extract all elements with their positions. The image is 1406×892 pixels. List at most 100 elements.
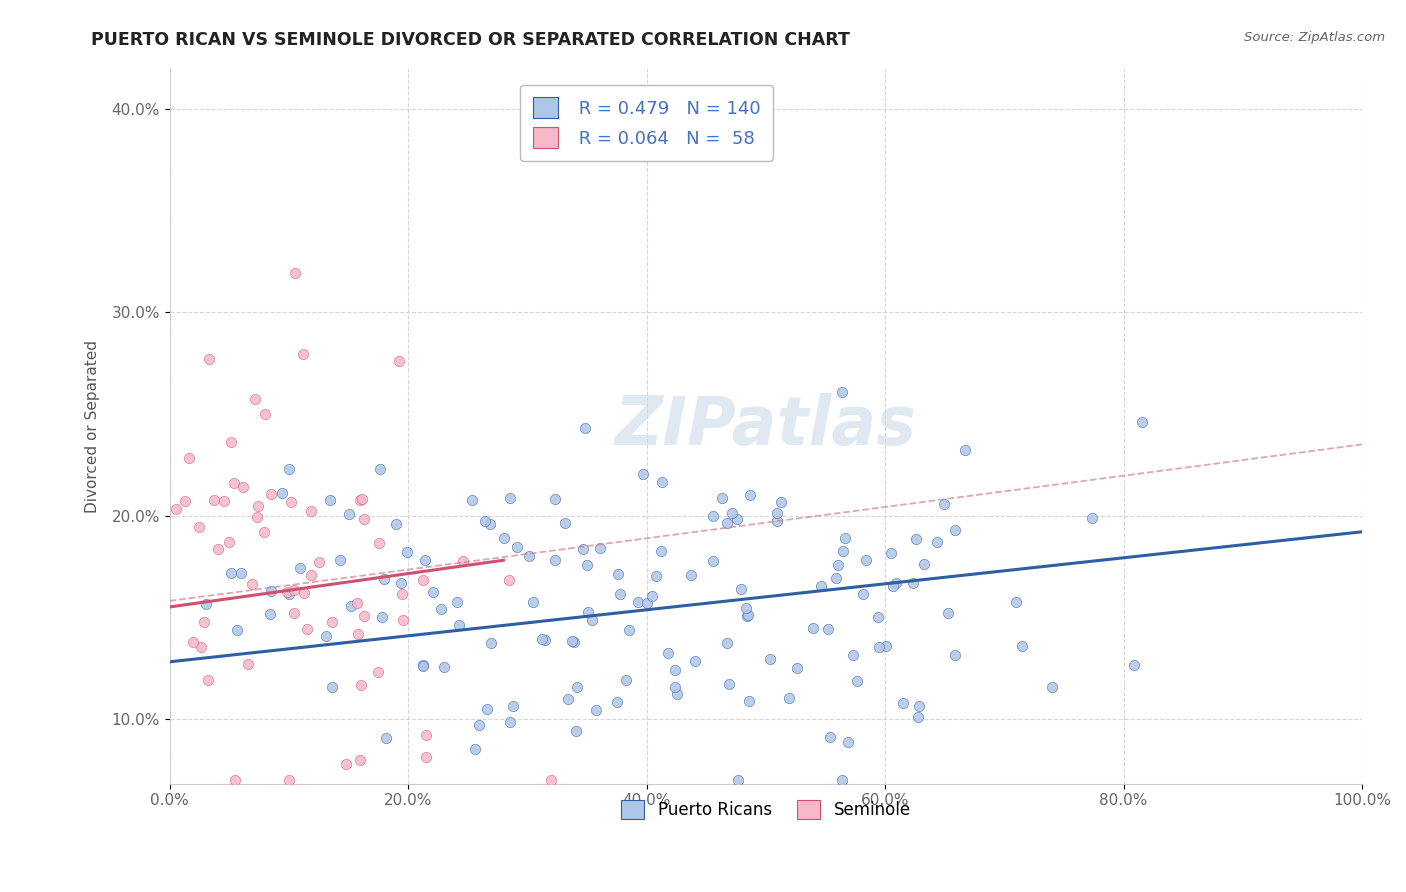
Point bbox=[908, 698, 931, 713]
Point bbox=[197, 673, 219, 688]
Point bbox=[292, 585, 315, 599]
Point bbox=[283, 606, 305, 620]
Point bbox=[243, 392, 266, 406]
Point bbox=[246, 509, 269, 524]
Point bbox=[173, 494, 195, 508]
Point bbox=[644, 569, 666, 583]
Point bbox=[831, 772, 853, 787]
Point bbox=[291, 346, 314, 360]
Point bbox=[321, 681, 343, 695]
Point bbox=[467, 717, 489, 731]
Point bbox=[943, 523, 966, 537]
Point bbox=[226, 624, 249, 638]
Point bbox=[278, 772, 301, 787]
Point bbox=[478, 517, 501, 532]
Point bbox=[766, 506, 789, 520]
Point bbox=[903, 575, 925, 590]
Point bbox=[953, 443, 976, 458]
Point bbox=[882, 578, 904, 592]
Point bbox=[349, 492, 371, 507]
Point bbox=[278, 587, 301, 601]
Point bbox=[657, 646, 679, 660]
Point bbox=[451, 554, 474, 568]
Point bbox=[631, 467, 654, 481]
Point bbox=[855, 553, 877, 567]
Point bbox=[818, 730, 841, 744]
Point bbox=[636, 596, 658, 610]
Point bbox=[852, 587, 875, 601]
Point bbox=[429, 602, 451, 616]
Point bbox=[932, 497, 955, 511]
Point bbox=[1040, 680, 1063, 694]
Point bbox=[340, 599, 363, 614]
Point bbox=[650, 544, 672, 558]
Point bbox=[190, 640, 212, 655]
Point bbox=[702, 554, 724, 568]
Point bbox=[664, 663, 686, 677]
Point bbox=[315, 629, 337, 643]
Point bbox=[576, 605, 599, 619]
Point bbox=[350, 492, 373, 507]
Point bbox=[498, 715, 520, 730]
Point bbox=[1130, 415, 1153, 429]
Point bbox=[738, 694, 761, 708]
Point bbox=[716, 636, 738, 650]
Point bbox=[254, 407, 277, 421]
Point bbox=[193, 615, 215, 629]
Point bbox=[738, 487, 761, 501]
Point bbox=[943, 648, 966, 663]
Point bbox=[464, 742, 486, 756]
Point bbox=[664, 680, 686, 694]
Point bbox=[321, 615, 343, 629]
Point bbox=[260, 584, 283, 599]
Point bbox=[543, 491, 565, 506]
Point bbox=[188, 520, 211, 534]
Point bbox=[575, 558, 598, 573]
Point bbox=[884, 575, 907, 590]
Point bbox=[718, 676, 741, 690]
Point bbox=[277, 462, 299, 476]
Point bbox=[222, 476, 245, 491]
Point bbox=[165, 502, 187, 516]
Point bbox=[502, 699, 524, 714]
Point bbox=[350, 678, 373, 692]
Point bbox=[375, 731, 398, 745]
Point bbox=[711, 491, 734, 505]
Point bbox=[422, 584, 444, 599]
Y-axis label: Divorced or Separated: Divorced or Separated bbox=[86, 340, 100, 513]
Point bbox=[837, 735, 859, 749]
Point bbox=[221, 435, 243, 450]
Point bbox=[290, 561, 312, 575]
Point bbox=[339, 507, 361, 521]
Point bbox=[297, 622, 319, 636]
Point bbox=[232, 480, 254, 494]
Point bbox=[349, 754, 371, 768]
Point bbox=[224, 772, 246, 787]
Point bbox=[832, 544, 855, 558]
Point bbox=[831, 385, 853, 400]
Text: Source: ZipAtlas.com: Source: ZipAtlas.com bbox=[1244, 31, 1385, 45]
Point bbox=[367, 536, 389, 550]
Point bbox=[827, 558, 849, 573]
Point bbox=[801, 621, 824, 635]
Point bbox=[912, 558, 935, 572]
Point bbox=[936, 606, 959, 620]
Point bbox=[766, 514, 789, 528]
Point bbox=[236, 657, 259, 671]
Point bbox=[866, 609, 889, 624]
Point bbox=[308, 556, 330, 570]
Point bbox=[446, 595, 468, 609]
Point bbox=[702, 508, 724, 523]
Point bbox=[562, 634, 585, 648]
Text: ZIPatlas: ZIPatlas bbox=[614, 393, 917, 459]
Point bbox=[415, 728, 437, 742]
Point bbox=[391, 613, 413, 627]
Point bbox=[373, 572, 395, 586]
Point bbox=[1081, 511, 1104, 525]
Point bbox=[868, 640, 890, 654]
Point bbox=[219, 566, 242, 580]
Point bbox=[1011, 639, 1033, 653]
Point bbox=[247, 499, 270, 513]
Point bbox=[413, 552, 436, 566]
Point bbox=[665, 687, 688, 701]
